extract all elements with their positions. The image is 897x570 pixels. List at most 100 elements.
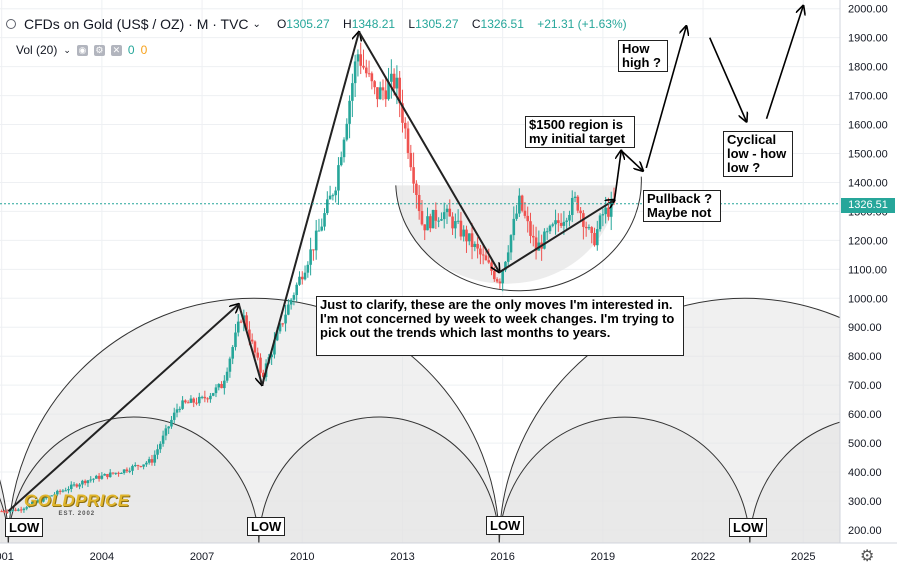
candle-body (164, 428, 168, 436)
candle-body (512, 218, 516, 236)
candle-body (295, 284, 298, 296)
candle-body (248, 329, 251, 340)
price-tick-label: 500.00 (848, 438, 882, 450)
candle-body (259, 357, 262, 373)
volume-label[interactable]: Vol (20) (16, 43, 58, 57)
candle-body (548, 225, 552, 232)
candle-body (181, 400, 184, 409)
candle-body (473, 243, 477, 247)
price-tick-label: 400.00 (848, 467, 882, 479)
candle-body (337, 165, 340, 191)
settings-gear-icon[interactable]: ⚙ (860, 548, 875, 565)
candle-body (25, 507, 29, 509)
candle-body (559, 222, 563, 226)
high-value: 1348.21 (351, 17, 396, 31)
candle-body (490, 262, 493, 271)
price-tick-label: 300.00 (848, 496, 882, 508)
candle-body (192, 398, 196, 403)
volume-legend[interactable]: Vol (20) ⌄ ◉ ⚙ ✕ 0 0 (16, 43, 147, 57)
logo-text: GOLDPRICE (24, 491, 130, 510)
candle-body (456, 220, 460, 222)
candle-body (39, 500, 42, 502)
candle-body (498, 281, 502, 284)
candle-body (570, 197, 574, 216)
low-label: L (408, 17, 416, 31)
candle-body (479, 248, 482, 255)
candle-body (19, 509, 23, 511)
chevron-down-icon[interactable]: ⌄ (252, 18, 261, 30)
candle-body (420, 211, 424, 225)
candle-body (573, 196, 577, 198)
candle-body (178, 408, 182, 410)
candle-body (200, 396, 204, 398)
candle-body (153, 454, 157, 463)
price-tick-label: 1000.00 (848, 293, 888, 305)
candle-body (42, 497, 45, 502)
price-tick-label: 700.00 (848, 380, 882, 392)
small-cycle-arc (498, 416, 751, 546)
time-axis[interactable]: 2001 2004 2007 2010 2013 2016 2019 2022 2025 (0, 542, 897, 570)
candle-body (209, 395, 212, 400)
candle-body (426, 216, 429, 231)
time-tick-label: 2004 (90, 551, 114, 563)
chevron-down-icon[interactable]: ⌄ (63, 44, 71, 55)
candle-body (175, 409, 179, 413)
candle-body (139, 466, 143, 468)
candle-body (214, 387, 218, 394)
candle-body (339, 157, 343, 166)
candle-body (454, 221, 457, 229)
candle-body (262, 372, 265, 378)
candle-body (95, 475, 98, 479)
close-icon[interactable]: ✕ (110, 44, 122, 56)
candle-body (78, 484, 81, 487)
candle-body (476, 243, 479, 249)
candle-body (111, 472, 115, 474)
time-tick-label: 2022 (691, 551, 715, 563)
low-label-2: LOW (247, 517, 286, 536)
candle-body (442, 212, 446, 220)
candle-body (125, 469, 129, 472)
trend-move-line (358, 31, 499, 272)
price-tick-label: 1600.00 (848, 120, 888, 132)
symbol-header[interactable]: CFDs on Gold (US$ / OZ) · M · TVC ⌄ O130… (6, 16, 637, 32)
candle-body (186, 402, 190, 404)
projection-arrow (709, 37, 747, 122)
candle-body (434, 209, 438, 221)
candle-body (270, 354, 273, 358)
candle-body (287, 304, 290, 315)
candle-body (184, 400, 187, 403)
eye-icon[interactable]: ◉ (76, 44, 88, 56)
candle-body (100, 475, 104, 479)
trend-move-line (261, 32, 359, 386)
candle-body (145, 462, 148, 465)
candle-body (387, 81, 390, 100)
projection-arrow (613, 151, 622, 200)
price-axis[interactable]: 200.00 300.00 400.00 500.00 600.00 700.00 800.… (839, 0, 897, 570)
candle-body (50, 495, 54, 497)
projection-arrows (613, 6, 804, 200)
candle-body (197, 396, 201, 404)
candle-body (378, 87, 382, 100)
candle-body (504, 261, 507, 271)
open-label: O (276, 17, 287, 31)
candle-body (328, 195, 332, 200)
candle-body (584, 226, 588, 229)
candle-body (417, 194, 421, 212)
candle-body (161, 435, 165, 444)
candle-body (5, 511, 9, 513)
candle-body (465, 229, 468, 242)
gear-icon[interactable]: ⚙ (93, 44, 105, 56)
change-value: +21.31 (+1.63%) (537, 17, 627, 31)
candle-body (359, 54, 363, 66)
candle-body (3, 511, 6, 513)
low-label-4: LOW (729, 518, 768, 537)
symbol-title[interactable]: CFDs on Gold (US$ / OZ) · M · TVC (24, 16, 249, 32)
candle-body (75, 484, 79, 487)
ohlc-readout: O1305.27 H1348.21 L1305.27 C1326.51 +21.… (277, 17, 637, 31)
candle-body (334, 190, 337, 196)
candle-body (440, 219, 443, 221)
candle-body (195, 402, 198, 404)
candle-body (289, 299, 293, 305)
small-cycle-arc (258, 416, 500, 546)
candle-body (534, 237, 538, 251)
